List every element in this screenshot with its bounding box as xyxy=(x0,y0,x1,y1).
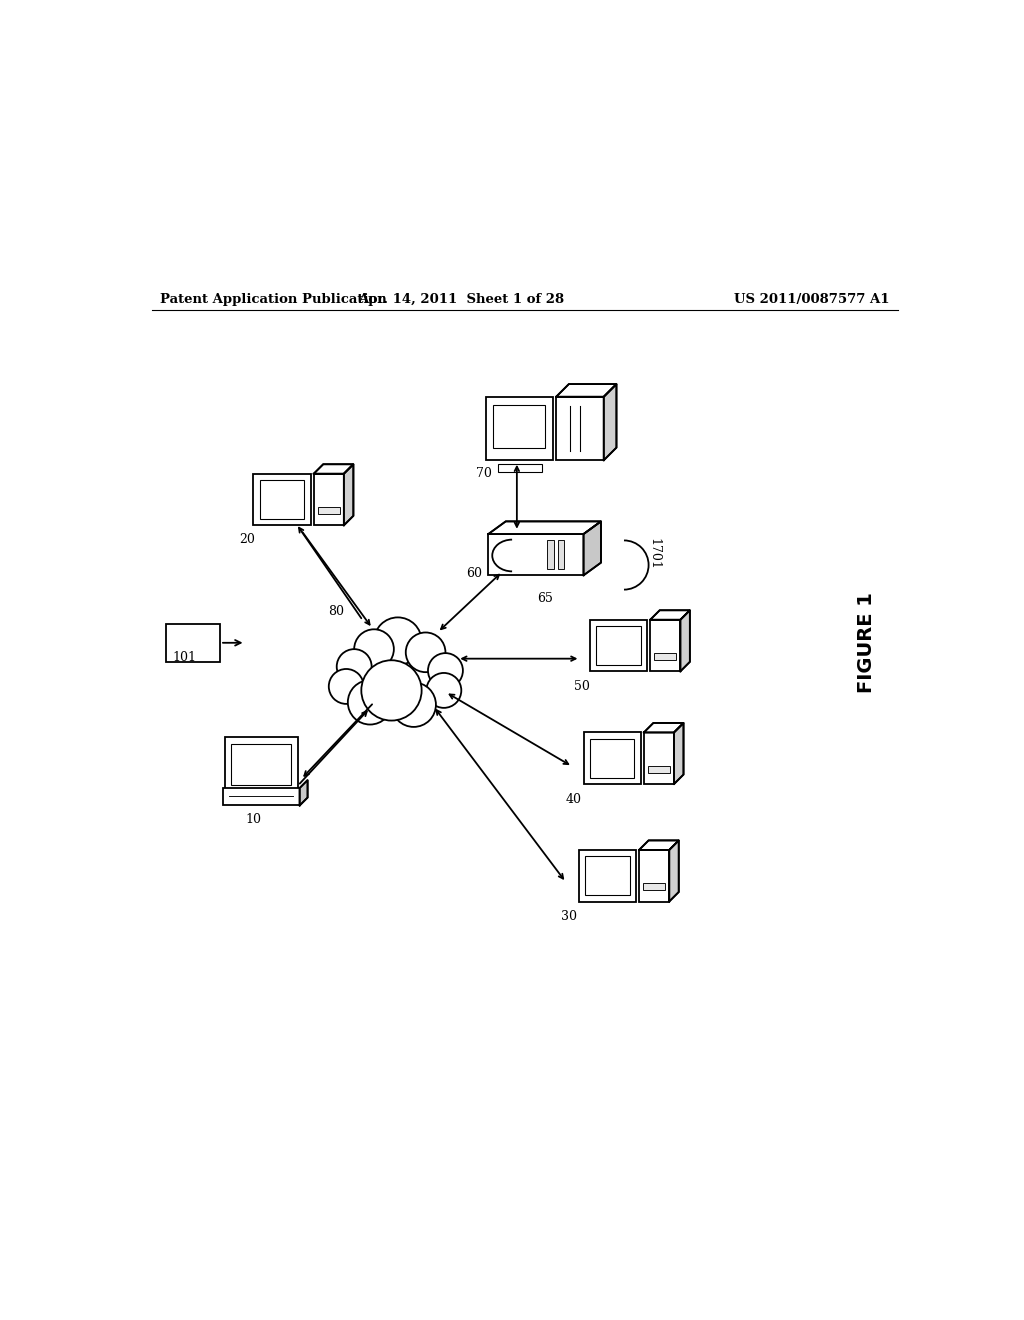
Text: Apr. 14, 2011  Sheet 1 of 28: Apr. 14, 2011 Sheet 1 of 28 xyxy=(358,293,564,306)
Polygon shape xyxy=(604,384,616,461)
Text: 80: 80 xyxy=(328,605,344,618)
Polygon shape xyxy=(313,465,353,474)
Polygon shape xyxy=(650,610,690,620)
Bar xyxy=(313,474,344,525)
Bar xyxy=(650,620,680,672)
Polygon shape xyxy=(670,841,679,902)
Text: 50: 50 xyxy=(574,680,590,693)
Text: FIGURE 1: FIGURE 1 xyxy=(856,593,876,693)
Circle shape xyxy=(426,673,461,708)
Text: 60: 60 xyxy=(466,566,482,579)
Bar xyxy=(494,405,545,449)
Polygon shape xyxy=(639,841,679,850)
Bar xyxy=(166,624,220,661)
Circle shape xyxy=(348,680,392,725)
Bar xyxy=(231,743,292,785)
Bar xyxy=(590,620,647,672)
Bar xyxy=(260,480,304,519)
Circle shape xyxy=(428,653,463,688)
Text: US 2011/0087577 A1: US 2011/0087577 A1 xyxy=(734,293,890,306)
Bar xyxy=(643,883,665,890)
Text: 1701: 1701 xyxy=(648,539,660,570)
Bar xyxy=(654,653,676,660)
Polygon shape xyxy=(344,465,353,525)
Bar xyxy=(585,857,630,895)
Bar xyxy=(644,733,674,784)
Circle shape xyxy=(391,682,436,727)
Text: 65: 65 xyxy=(538,591,553,605)
Bar xyxy=(639,850,670,902)
Polygon shape xyxy=(680,610,690,672)
Circle shape xyxy=(337,649,372,684)
Text: Patent Application Publication: Patent Application Publication xyxy=(160,293,386,306)
Polygon shape xyxy=(644,723,684,733)
Circle shape xyxy=(354,630,394,669)
Bar xyxy=(584,733,641,784)
Bar xyxy=(498,465,542,473)
Bar xyxy=(253,474,310,525)
Bar xyxy=(223,788,300,805)
Bar xyxy=(648,766,670,772)
Circle shape xyxy=(361,660,422,721)
Bar xyxy=(548,540,554,569)
Bar xyxy=(579,850,636,902)
Circle shape xyxy=(406,632,445,672)
Bar xyxy=(485,397,553,461)
Text: 30: 30 xyxy=(561,911,578,923)
Polygon shape xyxy=(488,521,601,535)
Polygon shape xyxy=(556,384,616,397)
Bar xyxy=(558,540,564,569)
Polygon shape xyxy=(300,780,307,805)
Polygon shape xyxy=(584,521,601,576)
Text: 10: 10 xyxy=(246,813,261,825)
Bar xyxy=(317,507,340,513)
Bar xyxy=(556,397,604,461)
Polygon shape xyxy=(674,723,684,784)
Circle shape xyxy=(374,618,422,665)
Bar xyxy=(590,739,634,777)
Text: 70: 70 xyxy=(475,466,492,479)
Text: 40: 40 xyxy=(566,793,582,805)
Text: 101: 101 xyxy=(172,651,197,664)
Bar xyxy=(596,626,641,665)
Circle shape xyxy=(329,669,364,704)
Text: 20: 20 xyxy=(239,533,255,546)
Bar xyxy=(488,535,584,576)
Bar xyxy=(225,738,298,791)
